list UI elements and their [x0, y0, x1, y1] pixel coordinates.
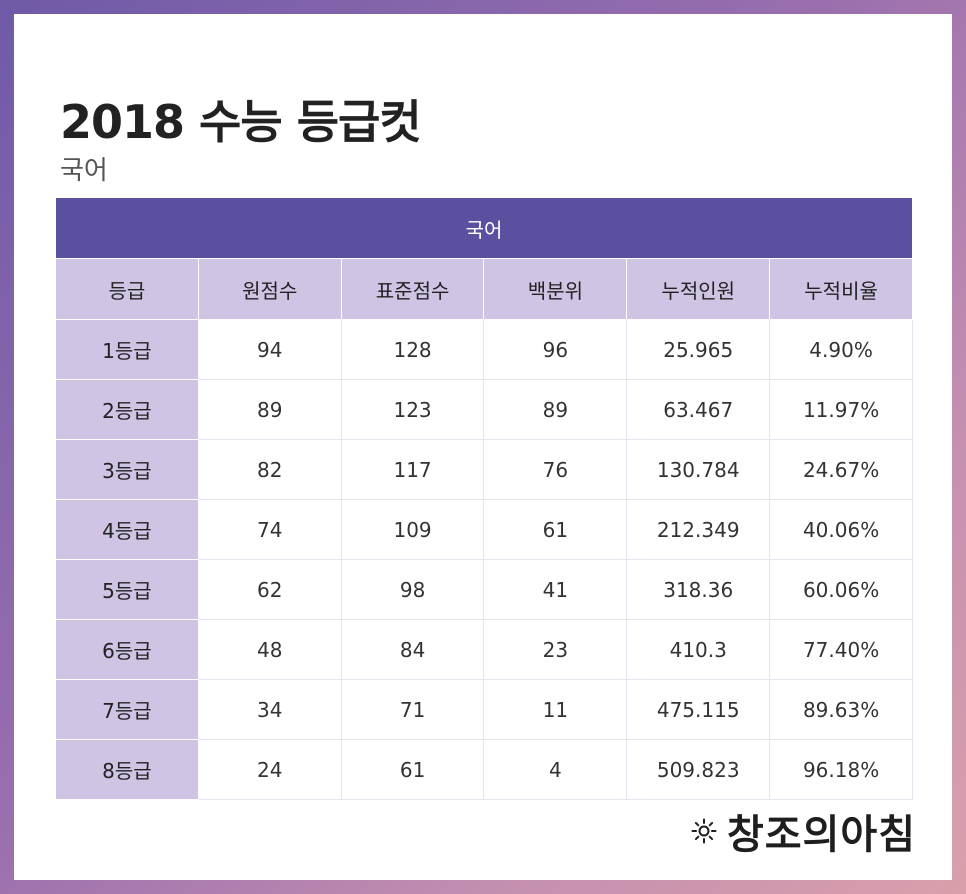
column-header-standard-score: 표준점수: [340, 258, 485, 320]
cumulative-ratio-cell: 77.40%: [769, 619, 913, 680]
percentile-cell: 23: [483, 619, 628, 680]
raw-score-cell: 82: [197, 439, 342, 500]
standard-score-cell: 109: [340, 499, 485, 560]
brand-logo: 창조의아침: [691, 802, 916, 860]
cumulative-count-cell: 130.784: [626, 439, 771, 500]
cumulative-ratio-cell: 4.90%: [769, 319, 913, 380]
raw-score-cell: 24: [197, 739, 342, 800]
column-header-percentile: 백분위: [483, 258, 628, 320]
cumulative-count-cell: 509.823: [626, 739, 771, 800]
cumulative-count-cell: 318.36: [626, 559, 771, 620]
sun-icon: [691, 818, 717, 844]
raw-score-cell: 34: [197, 679, 342, 740]
standard-score-cell: 128: [340, 319, 485, 380]
grade-cell: 1등급: [55, 319, 199, 380]
table-row: 4등급 74 109 61 212.349 40.06%: [55, 499, 913, 560]
grade-cell: 4등급: [55, 499, 199, 560]
standard-score-cell: 98: [340, 559, 485, 620]
table-row: 7등급 34 71 11 475.115 89.63%: [55, 679, 913, 740]
page-subtitle: 국어: [60, 156, 108, 186]
cumulative-count-cell: 25.965: [626, 319, 771, 380]
cumulative-ratio-cell: 11.97%: [769, 379, 913, 440]
percentile-cell: 76: [483, 439, 628, 500]
standard-score-cell: 71: [340, 679, 485, 740]
grade-cell: 2등급: [55, 379, 199, 440]
grade-cell: 7등급: [55, 679, 199, 740]
standard-score-cell: 84: [340, 619, 485, 680]
cumulative-count-cell: 410.3: [626, 619, 771, 680]
percentile-cell: 41: [483, 559, 628, 620]
cumulative-count-cell: 212.349: [626, 499, 771, 560]
table-row: 1등급 94 128 96 25.965 4.90%: [55, 319, 913, 380]
table-row: 2등급 89 123 89 63.467 11.97%: [55, 379, 913, 440]
table-row: 8등급 24 61 4 509.823 96.18%: [55, 739, 913, 800]
column-header-grade: 등급: [55, 258, 199, 320]
raw-score-cell: 94: [197, 319, 342, 380]
column-header-cumulative-count: 누적인원: [626, 258, 771, 320]
standard-score-cell: 123: [340, 379, 485, 440]
percentile-cell: 4: [483, 739, 628, 800]
column-header-raw-score: 원점수: [197, 258, 342, 320]
table-row: 6등급 48 84 23 410.3 77.40%: [55, 619, 913, 680]
standard-score-cell: 117: [340, 439, 485, 500]
cumulative-ratio-cell: 24.67%: [769, 439, 913, 500]
percentile-cell: 61: [483, 499, 628, 560]
percentile-cell: 96: [483, 319, 628, 380]
grade-cell: 8등급: [55, 739, 199, 800]
standard-score-cell: 61: [340, 739, 485, 800]
page-title: 2018 수능 등급컷: [60, 95, 422, 149]
grade-cell: 3등급: [55, 439, 199, 500]
content-card: 2018 수능 등급컷 국어 국어 등급 원점수 표준점수 백분위 누적인원 누…: [14, 14, 952, 880]
cumulative-ratio-cell: 40.06%: [769, 499, 913, 560]
cumulative-count-cell: 63.467: [626, 379, 771, 440]
cumulative-count-cell: 475.115: [626, 679, 771, 740]
raw-score-cell: 89: [197, 379, 342, 440]
table-column-header-row: 등급 원점수 표준점수 백분위 누적인원 누적비율: [55, 258, 913, 320]
table-row: 3등급 82 117 76 130.784 24.67%: [55, 439, 913, 500]
raw-score-cell: 74: [197, 499, 342, 560]
cumulative-ratio-cell: 60.06%: [769, 559, 913, 620]
percentile-cell: 11: [483, 679, 628, 740]
table-section-label: 국어: [55, 197, 913, 259]
grade-cut-table: 국어 등급 원점수 표준점수 백분위 누적인원 누적비율 1등급 94 128 …: [55, 197, 913, 800]
cumulative-ratio-cell: 96.18%: [769, 739, 913, 800]
percentile-cell: 89: [483, 379, 628, 440]
table-row: 5등급 62 98 41 318.36 60.06%: [55, 559, 913, 620]
raw-score-cell: 62: [197, 559, 342, 620]
grade-cell: 6등급: [55, 619, 199, 680]
cumulative-ratio-cell: 89.63%: [769, 679, 913, 740]
brand-name: 창조의아침: [727, 812, 916, 858]
column-header-cumulative-ratio: 누적비율: [769, 258, 913, 320]
raw-score-cell: 48: [197, 619, 342, 680]
grade-cell: 5등급: [55, 559, 199, 620]
table-section-header-row: 국어: [55, 197, 913, 259]
